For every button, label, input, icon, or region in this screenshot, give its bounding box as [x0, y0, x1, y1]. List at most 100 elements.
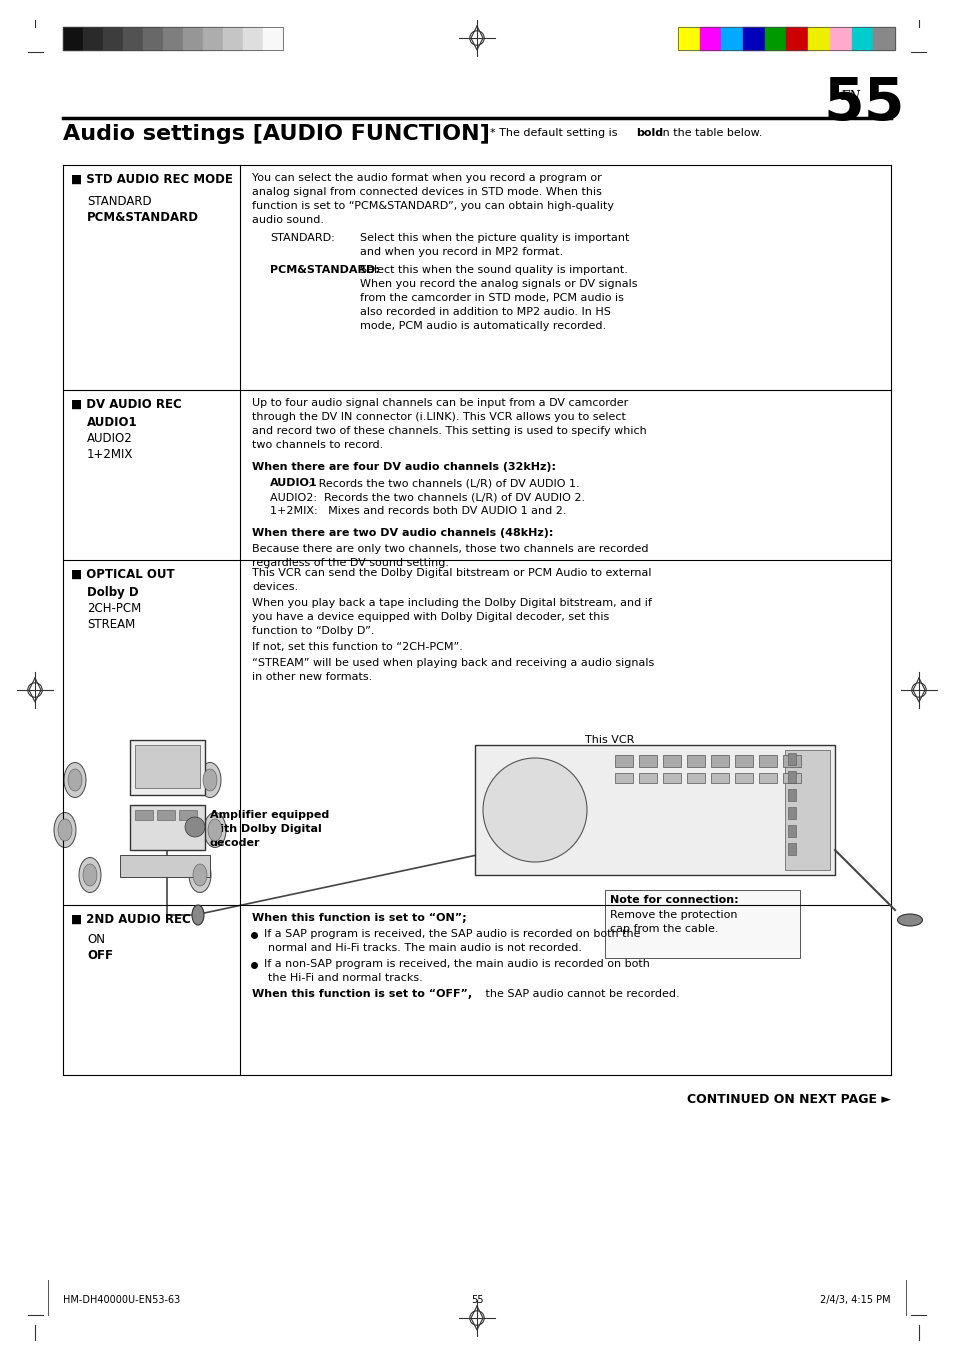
Bar [734, 755, 752, 767]
Text: with Dolby Digital: with Dolby Digital [210, 824, 321, 834]
Text: audio sound.: audio sound. [252, 215, 324, 226]
Bar [130, 740, 205, 794]
Bar [123, 27, 143, 50]
Bar [782, 773, 801, 784]
Text: Because there are only two channels, those two channels are recorded: Because there are only two channels, tho… [252, 544, 648, 554]
Text: devices.: devices. [252, 582, 297, 592]
Bar [710, 773, 728, 784]
Text: If a SAP program is received, the SAP audio is recorded on both the: If a SAP program is received, the SAP au… [264, 929, 639, 939]
Text: :  Records the two channels (L/R) of DV AUDIO 1.: : Records the two channels (L/R) of DV A… [308, 478, 579, 488]
Text: “STREAM” will be used when playing back and receiving a audio signals: “STREAM” will be used when playing back … [252, 658, 654, 667]
Bar [678, 27, 894, 50]
Text: ■ STD AUDIO REC MODE: ■ STD AUDIO REC MODE [71, 173, 233, 186]
Bar [782, 755, 801, 767]
Bar [662, 755, 680, 767]
Bar [807, 27, 829, 50]
Text: You can select the audio format when you record a program or: You can select the audio format when you… [252, 173, 601, 182]
Bar [759, 755, 776, 767]
Bar [143, 27, 163, 50]
Bar [604, 890, 800, 958]
Text: If a non-SAP program is received, the main audio is recorded on both: If a non-SAP program is received, the ma… [264, 959, 649, 969]
Text: CONTINUED ON NEXT PAGE ►: CONTINUED ON NEXT PAGE ► [686, 1093, 890, 1106]
Bar [662, 773, 680, 784]
Text: PCM&STANDARD: PCM&STANDARD [87, 211, 199, 224]
Text: ■ 2ND AUDIO REC: ■ 2ND AUDIO REC [71, 913, 191, 925]
Bar [699, 27, 720, 50]
Text: ■ OPTICAL OUT: ■ OPTICAL OUT [71, 567, 174, 581]
Ellipse shape [204, 812, 226, 847]
Bar [759, 773, 776, 784]
Bar [163, 27, 183, 50]
Bar [63, 27, 83, 50]
Bar [734, 773, 752, 784]
Bar [263, 27, 283, 50]
Text: When this function is set to “OFF”,: When this function is set to “OFF”, [252, 989, 472, 998]
Text: When you record the analog signals or DV signals: When you record the analog signals or DV… [359, 280, 637, 289]
Ellipse shape [58, 819, 71, 842]
Ellipse shape [64, 762, 86, 797]
Text: function to “Dolby D”.: function to “Dolby D”. [252, 626, 375, 636]
Text: When this function is set to “ON”;: When this function is set to “ON”; [252, 913, 466, 923]
Text: This VCR: This VCR [585, 735, 634, 744]
Ellipse shape [189, 858, 211, 893]
Bar [742, 27, 764, 50]
Text: bold: bold [636, 128, 662, 138]
Ellipse shape [208, 819, 222, 842]
Text: Select this when the sound quality is important.: Select this when the sound quality is im… [359, 265, 627, 276]
Ellipse shape [68, 769, 82, 790]
Text: 2CH-PCM: 2CH-PCM [87, 603, 141, 615]
Text: When you play back a tape including the Dolby Digital bitstream, and if: When you play back a tape including the … [252, 598, 651, 608]
Bar [785, 27, 807, 50]
Text: analog signal from connected devices in STD mode. When this: analog signal from connected devices in … [252, 186, 601, 197]
Bar [787, 825, 795, 838]
Bar [120, 855, 210, 877]
Ellipse shape [199, 762, 221, 797]
Bar [686, 773, 704, 784]
Text: regardless of the DV sound setting.: regardless of the DV sound setting. [252, 558, 449, 567]
Bar [203, 27, 223, 50]
Bar [157, 811, 174, 820]
Text: If not, set this function to “2CH-PCM”.: If not, set this function to “2CH-PCM”. [252, 642, 462, 653]
Circle shape [482, 758, 586, 862]
Text: 55: 55 [822, 76, 904, 132]
Text: and when you record in MP2 format.: and when you record in MP2 format. [359, 247, 562, 257]
Text: ■ DV AUDIO REC: ■ DV AUDIO REC [71, 399, 182, 411]
Bar [183, 27, 203, 50]
Text: AUDIO2: AUDIO2 [87, 432, 132, 444]
Ellipse shape [203, 769, 216, 790]
Bar [615, 773, 633, 784]
Bar [475, 744, 834, 875]
Ellipse shape [83, 865, 97, 886]
Text: through the DV IN connector (i.LINK). This VCR allows you to select: through the DV IN connector (i.LINK). Th… [252, 412, 625, 422]
Text: Up to four audio signal channels can be input from a DV camcorder: Up to four audio signal channels can be … [252, 399, 628, 408]
Bar [678, 27, 699, 50]
Text: and record two of these channels. This setting is used to specify which: and record two of these channels. This s… [252, 426, 646, 436]
Bar [83, 27, 103, 50]
Text: AUDIO1: AUDIO1 [87, 416, 137, 430]
Ellipse shape [79, 858, 101, 893]
Text: STANDARD:: STANDARD: [270, 232, 335, 243]
Text: PCM&STANDARD:: PCM&STANDARD: [270, 265, 379, 276]
Bar [135, 811, 152, 820]
Text: ON: ON [87, 934, 105, 946]
Text: OFF: OFF [87, 948, 112, 962]
Text: HM-DH40000U-EN53-63: HM-DH40000U-EN53-63 [63, 1296, 180, 1305]
Text: Select this when the picture quality is important: Select this when the picture quality is … [359, 232, 629, 243]
Bar [130, 805, 205, 850]
Text: Remove the protection: Remove the protection [609, 911, 737, 920]
Bar [872, 27, 894, 50]
Text: normal and Hi-Fi tracks. The main audio is not recorded.: normal and Hi-Fi tracks. The main audio … [268, 943, 581, 952]
Text: the Hi-Fi and normal tracks.: the Hi-Fi and normal tracks. [268, 973, 422, 984]
Bar [829, 27, 851, 50]
Text: 55: 55 [470, 1296, 483, 1305]
Text: AUDIO1: AUDIO1 [270, 478, 317, 488]
Text: EN: EN [839, 91, 859, 103]
Text: in the table below.: in the table below. [656, 128, 761, 138]
Text: from the camcorder in STD mode, PCM audio is: from the camcorder in STD mode, PCM audi… [359, 293, 623, 303]
Text: Amplifier equipped: Amplifier equipped [210, 811, 329, 820]
Text: Note for connection:: Note for connection: [609, 894, 738, 905]
Bar [179, 811, 196, 820]
Bar [787, 807, 795, 819]
Text: the SAP audio cannot be recorded.: the SAP audio cannot be recorded. [481, 989, 679, 998]
Text: Audio settings [AUDIO FUNCTION]: Audio settings [AUDIO FUNCTION] [63, 124, 489, 145]
